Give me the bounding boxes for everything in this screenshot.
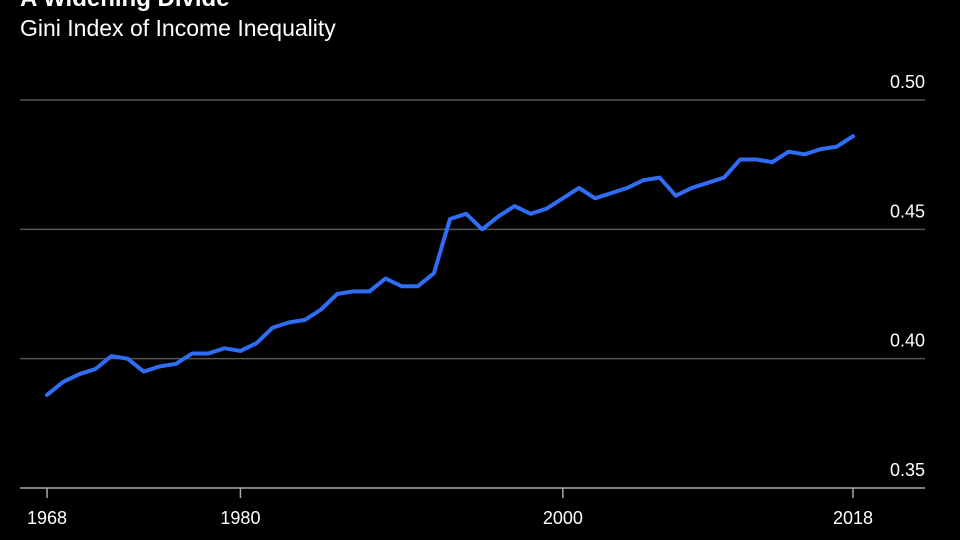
x-tick-label: 2018	[833, 508, 873, 528]
y-tick-label: 0.40	[890, 331, 925, 351]
y-tick-labels: 0.35 0.40 0.45 0.50	[890, 72, 925, 480]
y-tick-label: 0.50	[890, 72, 925, 92]
series-line-gini	[45, 134, 855, 397]
x-tick-label: 2000	[543, 508, 583, 528]
y-tick-label: 0.35	[890, 460, 925, 480]
x-tick-label: 1968	[27, 508, 67, 528]
gridlines	[20, 99, 925, 360]
x-ticks: 1968 1980 2000 2018	[27, 488, 873, 528]
x-tick-label: 1980	[220, 508, 260, 528]
y-tick-label: 0.45	[890, 201, 925, 221]
chart-title: A Widening Divide	[20, 0, 230, 12]
chart-subtitle: Gini Index of Income Inequality	[20, 15, 336, 41]
